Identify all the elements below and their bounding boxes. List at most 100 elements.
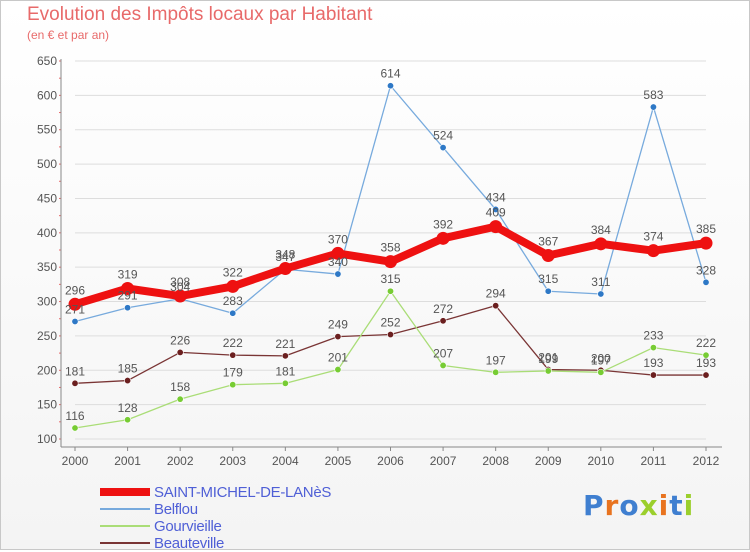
legend-swatch — [100, 508, 150, 510]
data-label: 524 — [433, 129, 453, 143]
data-point — [278, 262, 292, 276]
data-label: 197 — [591, 353, 611, 367]
data-point — [281, 379, 289, 387]
data-label: 296 — [65, 283, 85, 297]
data-label: 328 — [696, 263, 716, 277]
x-tick-label: 2010 — [587, 454, 614, 468]
data-point — [597, 368, 605, 376]
data-label: 392 — [433, 217, 453, 231]
data-label: 308 — [170, 275, 190, 289]
data-point — [597, 290, 605, 298]
data-label: 283 — [223, 294, 243, 308]
data-label: 226 — [170, 333, 190, 347]
data-point — [334, 333, 342, 341]
x-tick-label: 2009 — [535, 454, 562, 468]
data-label: 197 — [486, 353, 506, 367]
data-label: 434 — [486, 190, 506, 204]
data-point — [334, 366, 342, 374]
logo-letter: o — [619, 489, 640, 522]
data-label: 185 — [118, 362, 138, 376]
axes: 100 150 200 250 300 350 400 450 500 550 600 650 2000… — [37, 54, 722, 468]
data-point — [649, 103, 657, 111]
data-label: 179 — [223, 366, 243, 380]
data-label: 252 — [380, 316, 400, 330]
data-label: 315 — [538, 272, 558, 286]
data-label: 116 — [65, 409, 84, 423]
logo-letter: r — [604, 489, 620, 522]
data-label: 200 — [591, 351, 611, 365]
legend-label: Belflou — [154, 501, 198, 518]
data-point — [124, 377, 132, 385]
data-label: 272 — [433, 302, 453, 316]
x-tick-label: 2002 — [167, 454, 194, 468]
x-tick-label: 2011 — [641, 454, 667, 468]
data-label: 128 — [118, 401, 138, 415]
data-label: 193 — [696, 356, 716, 370]
data-point — [544, 367, 552, 375]
x-tick-label: 2008 — [482, 454, 509, 468]
x-tick-label: 2007 — [430, 454, 457, 468]
series-line — [74, 290, 707, 429]
data-point — [386, 331, 394, 339]
y-tick-label: 350 — [37, 260, 57, 274]
data-point — [386, 82, 394, 90]
line-chart: 100 150 200 250 300 350 400 450 500 550 600 650 2000… — [37, 54, 722, 468]
data-label: 249 — [328, 318, 348, 332]
data-point — [71, 424, 79, 432]
y-tick-label: 600 — [37, 88, 57, 102]
data-point — [439, 317, 447, 325]
legend-label: Beauteville — [154, 535, 225, 552]
y-tick-label: 650 — [37, 54, 57, 68]
data-label: 322 — [223, 265, 243, 279]
data-label: 181 — [65, 364, 85, 378]
data-label: 358 — [380, 241, 400, 255]
x-tick-label: 2001 — [114, 454, 141, 468]
y-tick-label: 500 — [37, 157, 57, 171]
data-label: 294 — [486, 287, 506, 301]
data-label: 193 — [643, 356, 663, 370]
data-point — [229, 351, 237, 359]
data-label: 614 — [380, 67, 400, 81]
y-tick-label: 300 — [37, 295, 57, 309]
data-label: 181 — [275, 364, 295, 378]
data-label: 233 — [643, 329, 663, 343]
data-label: 221 — [275, 337, 295, 351]
data-point — [384, 255, 397, 269]
data-point — [226, 279, 240, 293]
legend-label: SAINT-MICHEL-DE-LANèS — [154, 484, 332, 501]
legend-label: Gourvieille — [154, 518, 222, 535]
y-tick-label: 150 — [37, 398, 57, 412]
x-tick-label: 2006 — [377, 454, 404, 468]
data-label: 385 — [696, 222, 716, 236]
y-tick-label: 400 — [37, 226, 57, 240]
legend-swatch — [100, 488, 150, 496]
data-point — [489, 220, 503, 234]
data-point — [492, 302, 500, 310]
data-point — [702, 371, 710, 379]
data-label: 311 — [591, 275, 610, 289]
data-point — [702, 278, 710, 286]
data-point — [646, 244, 660, 258]
data-point — [649, 371, 657, 379]
data-point — [71, 317, 79, 325]
data-point — [699, 236, 713, 250]
data-label: 158 — [170, 380, 190, 394]
data-label: 201 — [538, 351, 558, 365]
data-label: 199 — [538, 352, 558, 366]
data-label: 409 — [486, 206, 506, 220]
y-tick-label: 250 — [37, 329, 57, 343]
data-label: 291 — [118, 289, 138, 303]
data-labels: 296 319 308 322 348 370 358 392 409 367 384 374 385 2… — [65, 67, 716, 423]
x-tick-label: 2000 — [62, 454, 89, 468]
series-layer — [68, 82, 713, 432]
y-tick-label: 200 — [37, 363, 57, 377]
data-label: 347 — [275, 250, 295, 264]
data-label: 271 — [65, 302, 85, 316]
data-point — [121, 281, 135, 295]
data-point — [176, 348, 184, 356]
data-point — [594, 237, 608, 251]
logo-letter: t — [669, 489, 684, 522]
legend-swatch — [100, 525, 150, 527]
logo-letter: i — [658, 489, 670, 522]
data-label: 201 — [328, 351, 348, 365]
